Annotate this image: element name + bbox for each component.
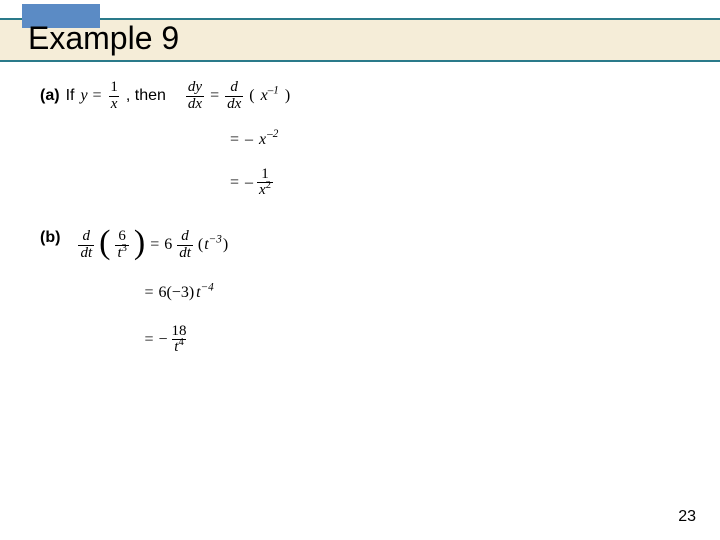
part-b-label: (b) (40, 229, 60, 247)
part-a-label: (a) (40, 87, 60, 105)
frac-6-over-t3: 6 t3 (115, 229, 128, 262)
paren-big-open: ( (99, 233, 110, 253)
x-neg2: x–2 (259, 131, 278, 149)
six-neg3: 6(−3) (158, 284, 194, 302)
frac-1-over-x2: 1 x2 (257, 167, 273, 200)
part-a-line1: (a) If y = 1 x , then dy dx = d dx ( x–1… (40, 80, 680, 113)
minus-b3: − (158, 331, 167, 349)
equals-2: = (230, 131, 239, 149)
page-title: Example 9 (28, 20, 179, 57)
paren-open: ( (249, 87, 254, 105)
frac-d-dt-2: d dt (177, 229, 193, 262)
content-area: (a) If y = 1 x , then dy dx = d dx ( x–1… (40, 80, 680, 378)
x-term: x–1 (261, 87, 279, 105)
then-text: , then (126, 87, 166, 105)
frac-d-dx: d dx (225, 80, 243, 113)
equals-1: = (210, 87, 219, 105)
frac-18-over-t4: 18 t4 (170, 324, 189, 357)
equals-b3: = (144, 331, 153, 349)
t-neg4: t−4 (196, 284, 214, 302)
y-equals: y = (80, 87, 102, 105)
part-a-line2: = – x–2 (230, 131, 680, 149)
equals-3: = (230, 174, 239, 192)
part-b-row3: = − 18 t4 (144, 324, 228, 357)
t-neg3: t−3 (204, 236, 222, 254)
paren-close: ) (285, 87, 290, 105)
frac-dy-dx: dy dx (186, 80, 204, 113)
part-b-math: d dt ( 6 t3 ) = 6 d dt ( t−3 (78, 229, 228, 378)
paren-big-close: ) (134, 233, 145, 253)
part-b-row1: d dt ( 6 t3 ) = 6 d dt ( t−3 (78, 229, 228, 262)
frac-d-dt-1: d dt (78, 229, 94, 262)
six-b1: 6 (164, 236, 172, 254)
part-b: (b) d dt ( 6 t3 ) = 6 d dt ( (40, 229, 680, 378)
part-b-row2: = 6(−3) t−4 (144, 284, 228, 302)
page-number: 23 (678, 508, 696, 526)
paren-close-2: ) (223, 236, 228, 254)
minus-3: – (245, 174, 253, 192)
minus-2: – (245, 131, 253, 149)
equals-b1: = (150, 236, 159, 254)
if-text: If (66, 87, 75, 105)
part-a-line3: = – 1 x2 (230, 167, 680, 200)
equals-b2: = (144, 284, 153, 302)
paren-open-2: ( (198, 236, 203, 254)
frac-1-over-x: 1 x (108, 80, 120, 113)
